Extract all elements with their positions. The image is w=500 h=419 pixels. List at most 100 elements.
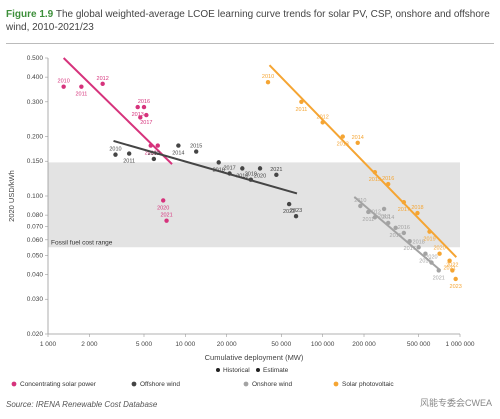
data-label-pv: 2021 [443, 266, 455, 272]
data-point-offshore [293, 214, 299, 219]
y-tick-label: 0.030 [27, 296, 44, 303]
y-tick-label: 0.100 [27, 193, 44, 200]
legend-label-onshore: Onshore wind [252, 381, 292, 388]
y-tick-label: 0.080 [27, 212, 44, 219]
data-point-offshore [176, 143, 181, 148]
data-point-offshore [248, 177, 254, 182]
data-point-csp [148, 143, 153, 148]
data-label-offshore: 2018 [236, 173, 248, 179]
header-rule [6, 43, 494, 44]
y-axis-label: 2020 USD/kWh [7, 170, 16, 222]
trend-line-offshore [113, 140, 298, 195]
data-point-onshore [429, 260, 434, 265]
data-label-onshore: 2010 [354, 198, 366, 204]
data-label-onshore: 2020 [425, 255, 437, 261]
data-label-offshore: 2015 [190, 144, 202, 150]
y-tick-label: 0.200 [27, 134, 44, 141]
data-point-csp [144, 112, 149, 118]
y-tick-label: 0.070 [27, 224, 44, 231]
data-point-pv [447, 258, 452, 263]
data-label-offshore: 2012 [148, 151, 160, 157]
data-label-onshore: 2018 [413, 239, 425, 245]
fossil-fuel-band [48, 162, 460, 248]
data-point-onshore [401, 230, 407, 236]
data-point-offshore [240, 166, 245, 171]
data-point-pv [401, 200, 407, 205]
x-tick-label: 50 000 [271, 341, 291, 348]
data-point-onshore [423, 251, 428, 256]
data-label-csp: 2010 [58, 79, 70, 85]
data-point-pv [385, 181, 391, 187]
y-tick-label: 0.040 [27, 272, 44, 279]
data-point-csp [141, 104, 147, 110]
data-point-csp [61, 84, 66, 89]
data-label-csp: 2020 [157, 205, 169, 211]
data-point-csp [164, 218, 169, 223]
data-label-pv: 2020 [433, 246, 445, 252]
data-point-csp [138, 115, 143, 120]
legend-symbol-offshore [131, 381, 137, 387]
x-tick-label: 1 000 000 [446, 341, 475, 348]
x-tick-label: 5 000 [136, 341, 153, 348]
data-point-onshore [381, 206, 387, 212]
data-point-onshore [372, 215, 378, 220]
data-label-onshore: 2019 [419, 259, 431, 265]
trend-line-onshore [353, 196, 442, 272]
data-label-offshore: 2023 [290, 208, 302, 214]
data-point-csp [135, 104, 140, 110]
data-point-pv [437, 251, 442, 256]
data-point-offshore [151, 156, 157, 162]
x-axis-label: Cumulative deployment (MW) [205, 353, 304, 362]
fossil-fuel-band-label: Fossil fuel cost range [51, 239, 113, 246]
data-point-pv [355, 140, 360, 145]
trend-line-pv [268, 64, 458, 258]
data-point-offshore [274, 172, 279, 178]
data-point-pv [427, 229, 432, 234]
data-label-csp: 2021 [160, 213, 172, 219]
x-tick-label: 200 000 [352, 341, 376, 348]
data-label-csp: 2016 [138, 99, 150, 105]
data-label-offshore: 2016 [213, 167, 225, 173]
data-point-offshore [113, 152, 118, 157]
y-tick-label: 0.020 [27, 331, 44, 338]
data-label-offshore: 2010 [109, 147, 121, 153]
x-tick-label: 1 000 [40, 341, 57, 348]
data-point-onshore [436, 268, 441, 273]
legend-label-pv: Solar photovoltaic [342, 381, 394, 388]
data-point-onshore [358, 203, 363, 209]
data-point-pv [453, 276, 458, 282]
data-label-pv: 2013 [337, 142, 349, 148]
data-label-offshore: 2021 [270, 167, 282, 173]
data-point-offshore [286, 201, 292, 207]
data-label-onshore: 2015 [390, 233, 402, 239]
data-label-csp: 2017 [140, 120, 152, 126]
x-tick-label: 500 000 [407, 341, 431, 348]
x-tick-label: 20 000 [217, 341, 237, 348]
data-point-onshore [385, 220, 391, 226]
data-label-offshore: 2019 [245, 172, 257, 178]
data-label-offshore: 2017 [223, 166, 235, 172]
source-note: Source: IRENA Renewable Cost Database [6, 400, 158, 409]
y-tick-label: 0.060 [27, 237, 44, 244]
data-point-pv [372, 169, 378, 175]
marker-legend-symbol [216, 368, 220, 372]
learning-curve-chart: Fossil fuel cost range 0.020 0.030 0.040 0.0… [7, 55, 475, 388]
marker-legend-symbol [256, 368, 260, 372]
data-label-pv: 2017 [398, 207, 410, 213]
x-tick-label: 100 000 [311, 341, 335, 348]
data-label-onshore: 2017 [404, 246, 416, 252]
data-point-pv [299, 99, 304, 105]
data-label-onshore: 2014 [382, 215, 394, 221]
data-point-csp [161, 198, 166, 203]
data-label-offshore: 2011 [123, 159, 135, 165]
data-point-onshore [407, 239, 412, 244]
data-label-pv: 2019 [423, 237, 435, 243]
data-label-pv: 2010 [262, 74, 274, 80]
data-point-csp [79, 84, 84, 89]
figure-header: Figure 1.9 The global weighted-average L… [6, 8, 494, 34]
legend-label-offshore: Offshore wind [140, 381, 180, 388]
marker-legend-label: Estimate [263, 367, 289, 374]
legend-symbol-onshore [243, 381, 249, 387]
data-point-pv [265, 80, 271, 85]
data-label-offshore: 2014 [172, 151, 184, 157]
